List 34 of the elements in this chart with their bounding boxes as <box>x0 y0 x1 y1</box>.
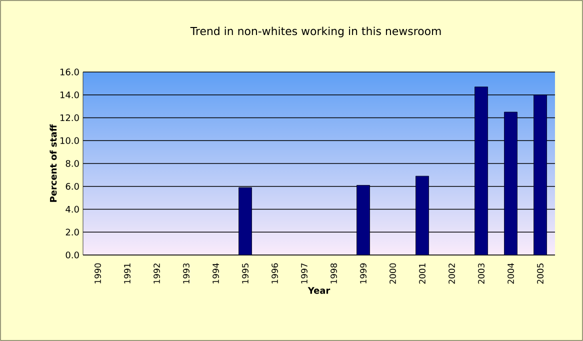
x-tick-label: 1995 <box>242 264 248 284</box>
y-tick-label: 12.0 <box>60 114 79 122</box>
x-tick-label: 1998 <box>330 263 337 284</box>
bar <box>504 112 518 255</box>
y-tick-label: 4.0 <box>66 206 79 213</box>
x-tick-label: 1994 <box>212 263 219 284</box>
bar <box>416 176 429 255</box>
y-tick-label: 2.0 <box>66 228 79 236</box>
x-tick-label: 2005 <box>537 264 544 284</box>
x-tick-label: 1997 <box>301 263 308 284</box>
x-tick-label: 1990 <box>94 263 101 284</box>
x-tick-label: 2004 <box>508 263 514 284</box>
bar <box>534 94 547 255</box>
x-tick-label: 2002 <box>448 264 455 284</box>
x-tick-label: 1991 <box>124 264 130 284</box>
x-tick-label: 2000 <box>390 263 396 284</box>
x-tick-label: 1999 <box>360 263 366 284</box>
x-tick-label: 2003 <box>478 263 484 284</box>
y-tick-label: 6.0 <box>66 182 79 190</box>
x-axis-title: Year <box>308 287 330 294</box>
bar <box>238 188 252 255</box>
x-tick-label: 1993 <box>183 263 190 284</box>
y-tick-label: 16.0 <box>60 68 79 76</box>
chart-title: Trend in non-whites working in this newsroom <box>190 26 441 38</box>
y-tick-label: 0.0 <box>66 252 79 258</box>
y-tick-label: 8.0 <box>66 160 79 167</box>
bar <box>356 185 370 255</box>
bar <box>474 86 488 255</box>
y-axis-title: Percent of staff <box>50 124 57 202</box>
x-tick-label: 2001 <box>419 264 426 284</box>
y-tick-label: 10.0 <box>60 137 79 144</box>
y-tick-label: 14.0 <box>60 91 79 98</box>
x-tick-label: 1996 <box>272 263 278 284</box>
x-tick-label: 1992 <box>154 264 160 284</box>
